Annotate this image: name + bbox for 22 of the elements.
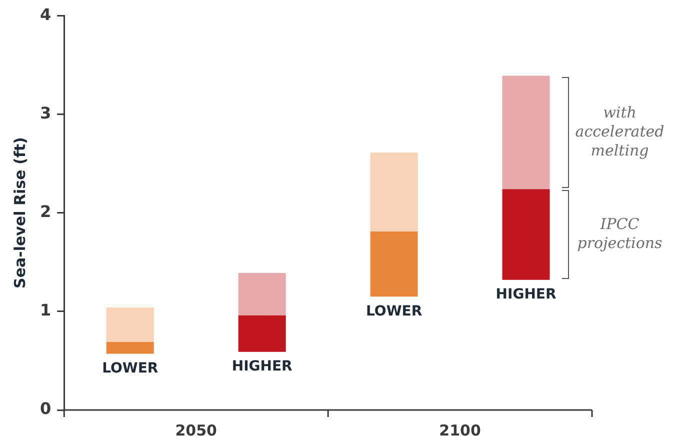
text: 2100	[439, 421, 481, 440]
x-tick-label: LOWER	[366, 303, 422, 320]
bar	[370, 152, 418, 232]
bar	[238, 272, 286, 316]
y-tick-label: 1	[40, 300, 52, 320]
y-tick-label: 2	[40, 202, 52, 221]
y-tick-label: 4	[40, 4, 52, 24]
y-axis-title: Sea-level Rise (ft)	[10, 137, 29, 288]
x-tick-label: HIGHER	[496, 286, 556, 302]
bar	[238, 315, 286, 352]
y-tick-label: 0	[40, 399, 52, 418]
bar	[502, 189, 550, 280]
bar	[106, 342, 154, 354]
text: 2050	[175, 421, 217, 440]
series-label: with accelerated melting	[574, 104, 666, 161]
y-tick-label: 3	[40, 103, 52, 122]
bar	[106, 307, 154, 342]
bar	[502, 76, 550, 190]
series-label: IPCC projections	[576, 215, 664, 254]
x-tick-label: HIGHER	[232, 358, 293, 374]
bar	[370, 232, 418, 297]
x-tick-label: LOWER	[102, 360, 158, 376]
